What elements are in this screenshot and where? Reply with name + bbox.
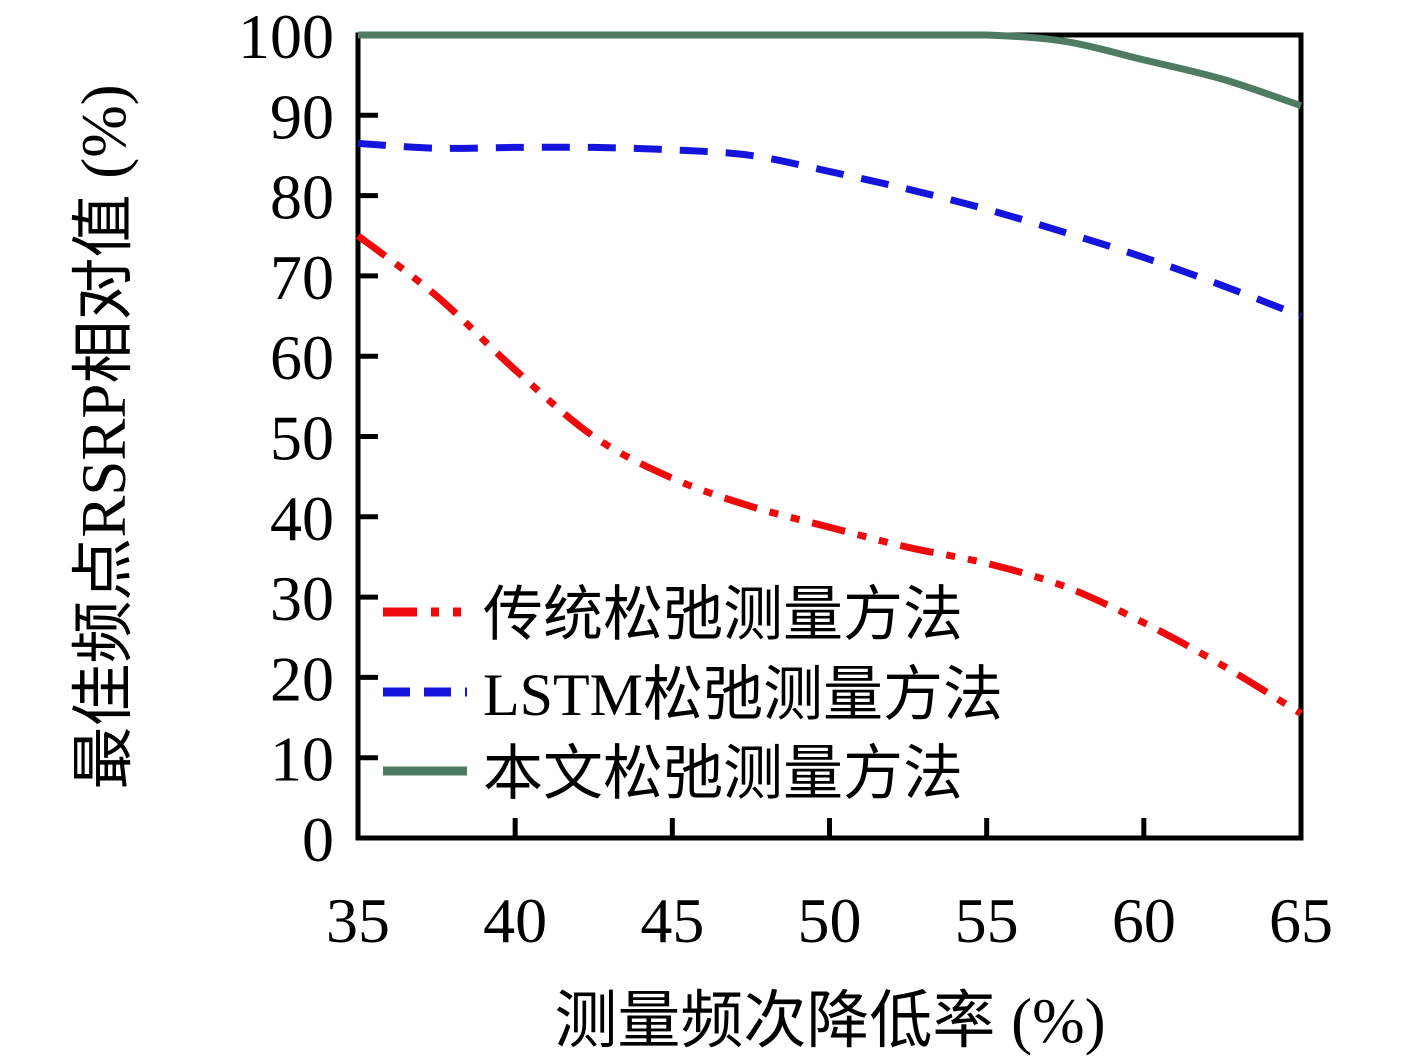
legend-label-lstm: LSTM松弛测量方法 [483, 662, 1003, 728]
y-tick-label: 70 [270, 242, 334, 313]
legend: 传统松弛测量方法 LSTM松弛测量方法 本文松弛测量方法 [383, 582, 1003, 807]
x-tick-label: 50 [798, 885, 862, 956]
y-tick-label: 90 [270, 81, 334, 152]
y-tick-label: 20 [270, 643, 334, 714]
legend-label-traditional: 传统松弛测量方法 [483, 582, 963, 648]
x-tick-label: 45 [640, 885, 704, 956]
y-tick-label: 10 [270, 724, 334, 795]
y-tick-label: 50 [270, 403, 334, 474]
y-axis-label: 最佳频点RSRP相对值 (%) [69, 84, 139, 789]
y-tick-label: 0 [302, 804, 334, 875]
x-tick-label: 60 [1112, 885, 1176, 956]
y-tick-label: 40 [270, 483, 334, 554]
series-curve-2 [358, 31, 1303, 109]
x-tick-label: 65 [1269, 885, 1333, 956]
series-curve-1 [357, 139, 1303, 320]
legend-label-proposed: 本文松弛测量方法 [483, 741, 963, 807]
x-tick-label: 55 [955, 885, 1019, 956]
series-curve-0 [355, 232, 1303, 717]
x-tick-label: 35 [326, 885, 390, 956]
y-tick-label: 80 [270, 162, 334, 233]
y-tick-label: 100 [238, 1, 334, 72]
y-tick-label: 60 [270, 322, 334, 393]
x-tick-label: 40 [483, 885, 547, 956]
y-tick-label: 30 [270, 563, 334, 634]
x-axis-label: 测量频次降低率 (%) [554, 986, 1105, 1056]
chart-layer: 35 40 45 50 55 60 65 0 10 20 30 40 50 60 70 80 90 100 [238, 1, 1333, 956]
